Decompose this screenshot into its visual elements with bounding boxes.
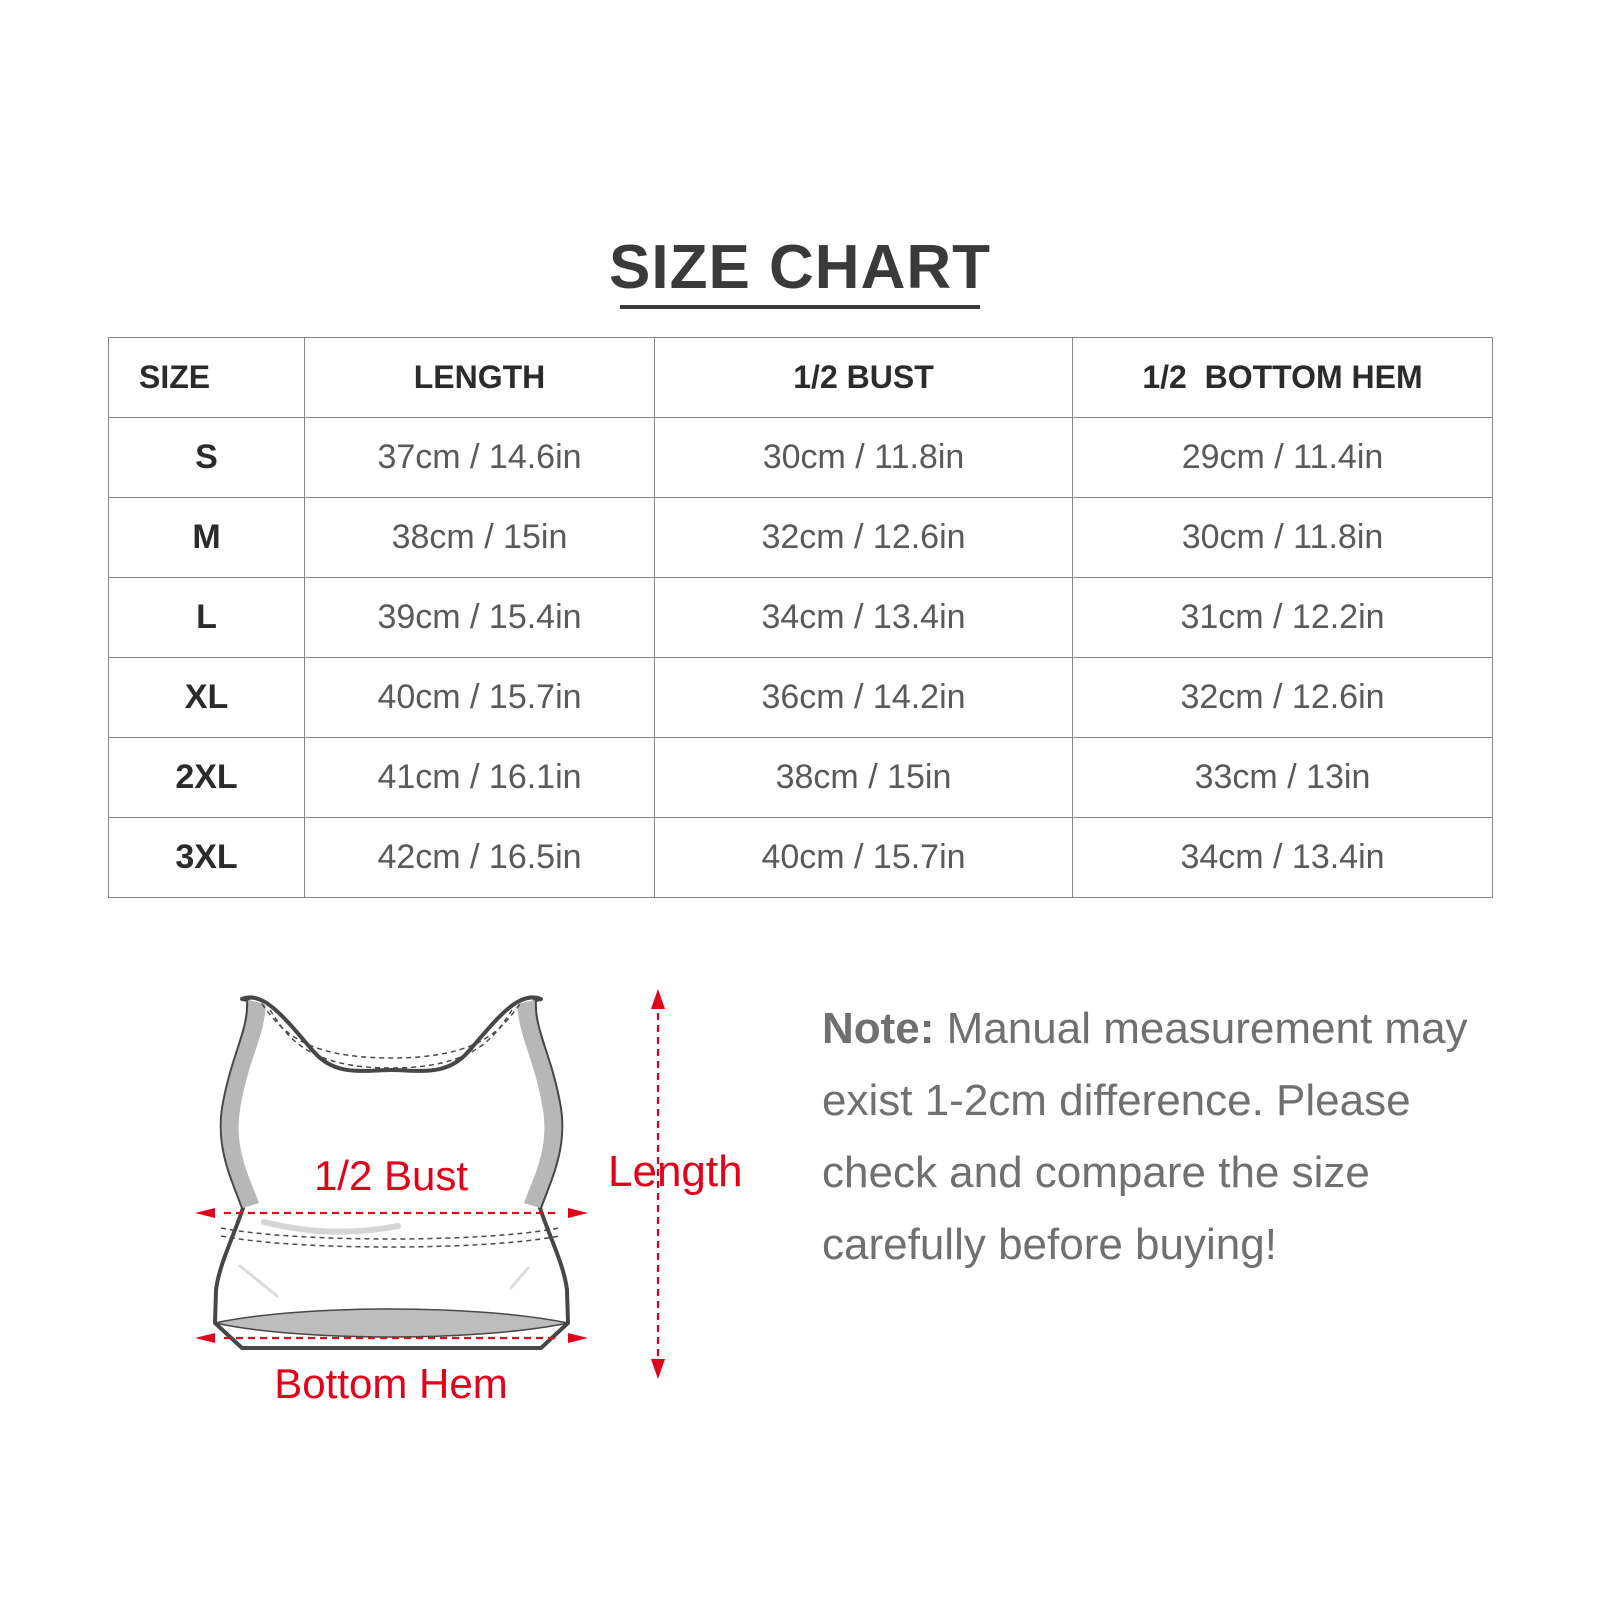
svg-text:Length: Length — [608, 1147, 743, 1196]
svg-text:Bottom Hem: Bottom Hem — [274, 1360, 507, 1407]
svg-text:1/2 Bust: 1/2 Bust — [314, 1152, 468, 1199]
